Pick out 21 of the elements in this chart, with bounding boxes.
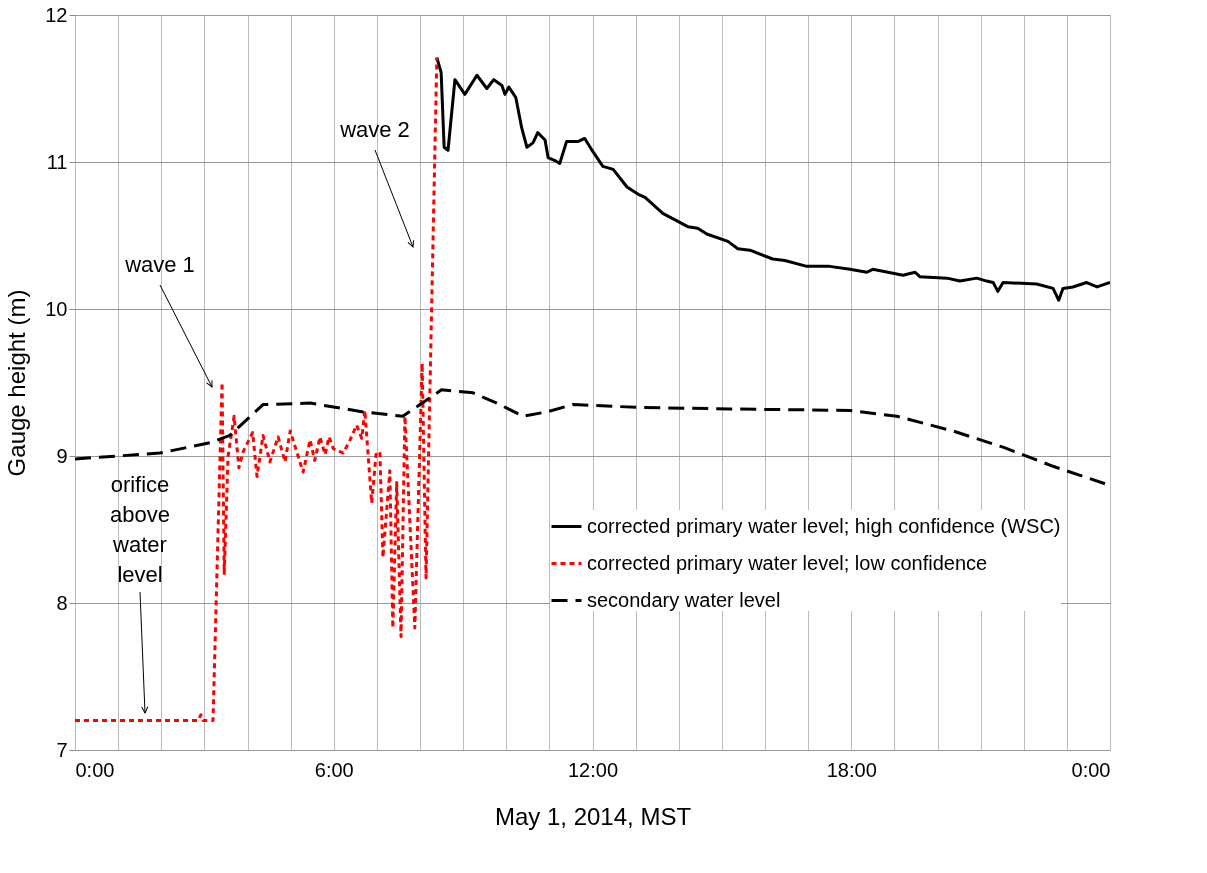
- x-tick-label: 0:00: [1071, 758, 1111, 781]
- x-tick-label: 6:00: [314, 758, 354, 781]
- line-series: [435, 56, 1110, 302]
- y-tick-label: 9: [56, 444, 68, 467]
- y-tick-label: 8: [56, 591, 68, 614]
- line-series: [75, 56, 439, 723]
- annotation: orifice above water level: [110, 472, 170, 587]
- y-tick-label: 10: [45, 297, 68, 320]
- x-axis-title: May 1, 2014, MST: [494, 802, 692, 830]
- legend-label: corrected primary water level; low confidence: [587, 551, 988, 574]
- y-tick-label: 12: [45, 3, 68, 26]
- legend-label: corrected primary water level; high confidence (WSC): [587, 514, 1061, 537]
- x-tick-label: 18:00: [826, 758, 877, 781]
- y-tick-label: 11: [46, 150, 68, 173]
- x-tick-label: 12:00: [567, 758, 619, 781]
- legend-label: secondary water level: [587, 588, 781, 611]
- y-axis-title: Gauge height (m): [3, 289, 31, 477]
- annotation: wave 2: [339, 117, 410, 142]
- annotation: wave 1: [124, 252, 195, 277]
- x-tick-label: 0:00: [75, 758, 115, 781]
- y-tick-label: 7: [56, 738, 68, 761]
